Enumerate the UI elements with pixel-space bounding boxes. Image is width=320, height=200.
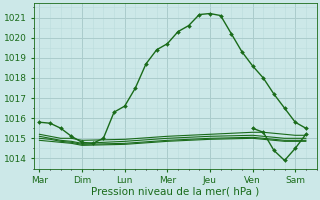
X-axis label: Pression niveau de la mer( hPa ): Pression niveau de la mer( hPa ) [91, 187, 260, 197]
